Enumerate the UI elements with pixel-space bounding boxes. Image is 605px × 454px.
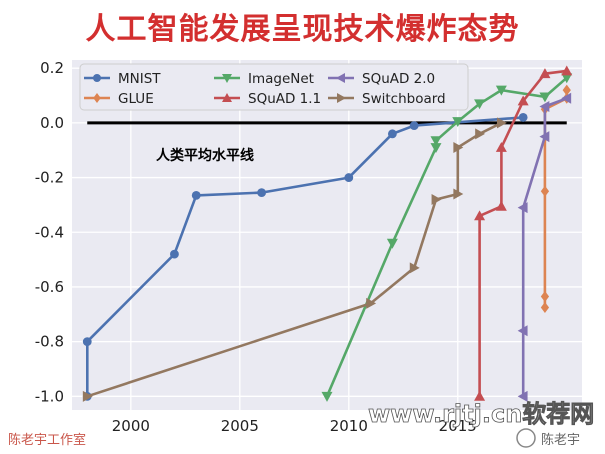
- series-squad-1-1: [474, 65, 573, 401]
- page-title: 人工智能发展呈现技术爆炸态势: [85, 12, 520, 47]
- data-point-glue: [540, 291, 550, 303]
- x-tick-label: 2015: [439, 417, 477, 435]
- series-group: [82, 65, 573, 402]
- legend-label: SQuAD 2.0: [362, 71, 435, 87]
- data-point-squad-1-1: [495, 200, 507, 211]
- legend-item-imagenet: ImageNet: [214, 71, 314, 87]
- series-switchboard: [82, 117, 507, 402]
- data-point-glue: [540, 185, 550, 197]
- data-point-squad-1-1: [474, 210, 486, 221]
- legend-label: GLUE: [118, 91, 154, 107]
- data-point-mnist: [257, 188, 267, 198]
- data-point-mnist: [170, 249, 179, 259]
- series-mnist: [82, 113, 528, 401]
- y-tick-label: 0.0: [40, 114, 64, 132]
- legend-label: ImageNet: [248, 71, 314, 87]
- data-point-squad-2-0: [539, 131, 550, 143]
- y-tick-label: -0.8: [35, 333, 64, 351]
- data-point-imagenet: [539, 92, 551, 103]
- data-point-switchboard: [453, 142, 464, 153]
- legend-item-squad-2-0: SQuAD 2.0: [328, 71, 435, 87]
- y-tick-label: -0.6: [35, 278, 64, 296]
- legend-item-mnist: MNIST: [84, 71, 161, 87]
- legend: MNIST GLUE ImageNet SQuAD 1.1 SQuAD 2.0 Switc…: [79, 63, 469, 111]
- data-point-imagenet: [321, 391, 333, 402]
- data-point-switchboard: [366, 297, 377, 309]
- data-point-squad-2-0: [561, 92, 572, 104]
- baseline-label: 人类平均水平线: [156, 147, 254, 164]
- data-point-switchboard: [431, 193, 442, 205]
- data-point-squad-1-1: [517, 95, 529, 106]
- data-point-switchboard: [409, 262, 420, 274]
- data-point-switchboard: [82, 390, 93, 402]
- legend-item-switchboard: Switchboard: [328, 91, 446, 107]
- data-point-mnist: [518, 113, 528, 122]
- legend-swatch-marker: [222, 74, 232, 83]
- x-tick-label: 2010: [330, 417, 368, 435]
- data-point-squad-1-1: [474, 390, 486, 401]
- y-tick-label: 0.2: [40, 59, 64, 77]
- legend-item-glue: GLUE: [84, 91, 154, 107]
- data-point-squad-2-0: [539, 100, 550, 112]
- data-point-glue: [540, 301, 550, 313]
- legend-box: [79, 63, 469, 111]
- data-point-switchboard: [475, 128, 486, 140]
- data-point-squad-2-0: [517, 325, 528, 337]
- tick-labels: 2000 2005 2010 2015 -1.0 -0.8 -0.6 -0.4 -0.2 0.0 0…: [35, 59, 477, 435]
- y-tick-label: -0.2: [35, 169, 64, 187]
- data-point-mnist: [191, 190, 201, 200]
- series-imagenet: [321, 73, 573, 402]
- data-point-squad-2-0: [517, 390, 528, 402]
- legend-swatch-marker: [337, 93, 346, 103]
- data-point-mnist: [387, 129, 397, 139]
- x-tick-label: 2005: [221, 417, 259, 435]
- data-point-imagenet: [430, 143, 442, 153]
- data-point-imagenet: [452, 117, 464, 128]
- x-tick-label: 2000: [112, 417, 150, 435]
- data-point-mnist: [344, 173, 354, 182]
- watermark-studio: 陈老宇工作室: [8, 432, 86, 448]
- legend-swatch-marker: [93, 93, 101, 103]
- wechat-watermark: 陈老宇: [516, 428, 580, 448]
- data-point-imagenet: [474, 99, 486, 110]
- y-tick-label: -0.4: [35, 223, 64, 241]
- legend-label: Switchboard: [362, 91, 446, 107]
- data-point-squad-1-1: [561, 65, 573, 76]
- data-point-imagenet: [430, 136, 442, 147]
- watermark-url: www.rjtj.cn软荐网: [368, 400, 594, 428]
- legend-label: MNIST: [118, 71, 161, 87]
- legend-swatch-marker: [222, 93, 232, 102]
- data-point-switchboard: [496, 117, 507, 129]
- data-point-imagenet: [386, 238, 398, 249]
- data-point-squad-2-0: [517, 202, 528, 214]
- data-point-switchboard: [453, 188, 464, 200]
- series-squad-2-0: [517, 92, 572, 402]
- data-point-mnist: [82, 337, 92, 347]
- data-point-glue: [562, 84, 571, 96]
- plot-area: [72, 60, 582, 410]
- data-point-squad-1-1: [495, 142, 507, 152]
- data-point-imagenet: [495, 85, 507, 96]
- data-point-mnist: [409, 121, 419, 131]
- wechat-icon: [516, 428, 536, 448]
- watermark-wechat: 陈老宇: [541, 432, 580, 448]
- legend-swatch-marker: [93, 74, 101, 82]
- data-point-imagenet: [561, 73, 573, 84]
- data-point-squad-1-1: [539, 68, 551, 79]
- legend-swatch-marker: [336, 73, 345, 83]
- legend-item-squad-1-1: SQuAD 1.1: [214, 91, 321, 107]
- legend-label: SQuAD 1.1: [248, 91, 321, 107]
- y-tick-label: -1.0: [35, 387, 64, 405]
